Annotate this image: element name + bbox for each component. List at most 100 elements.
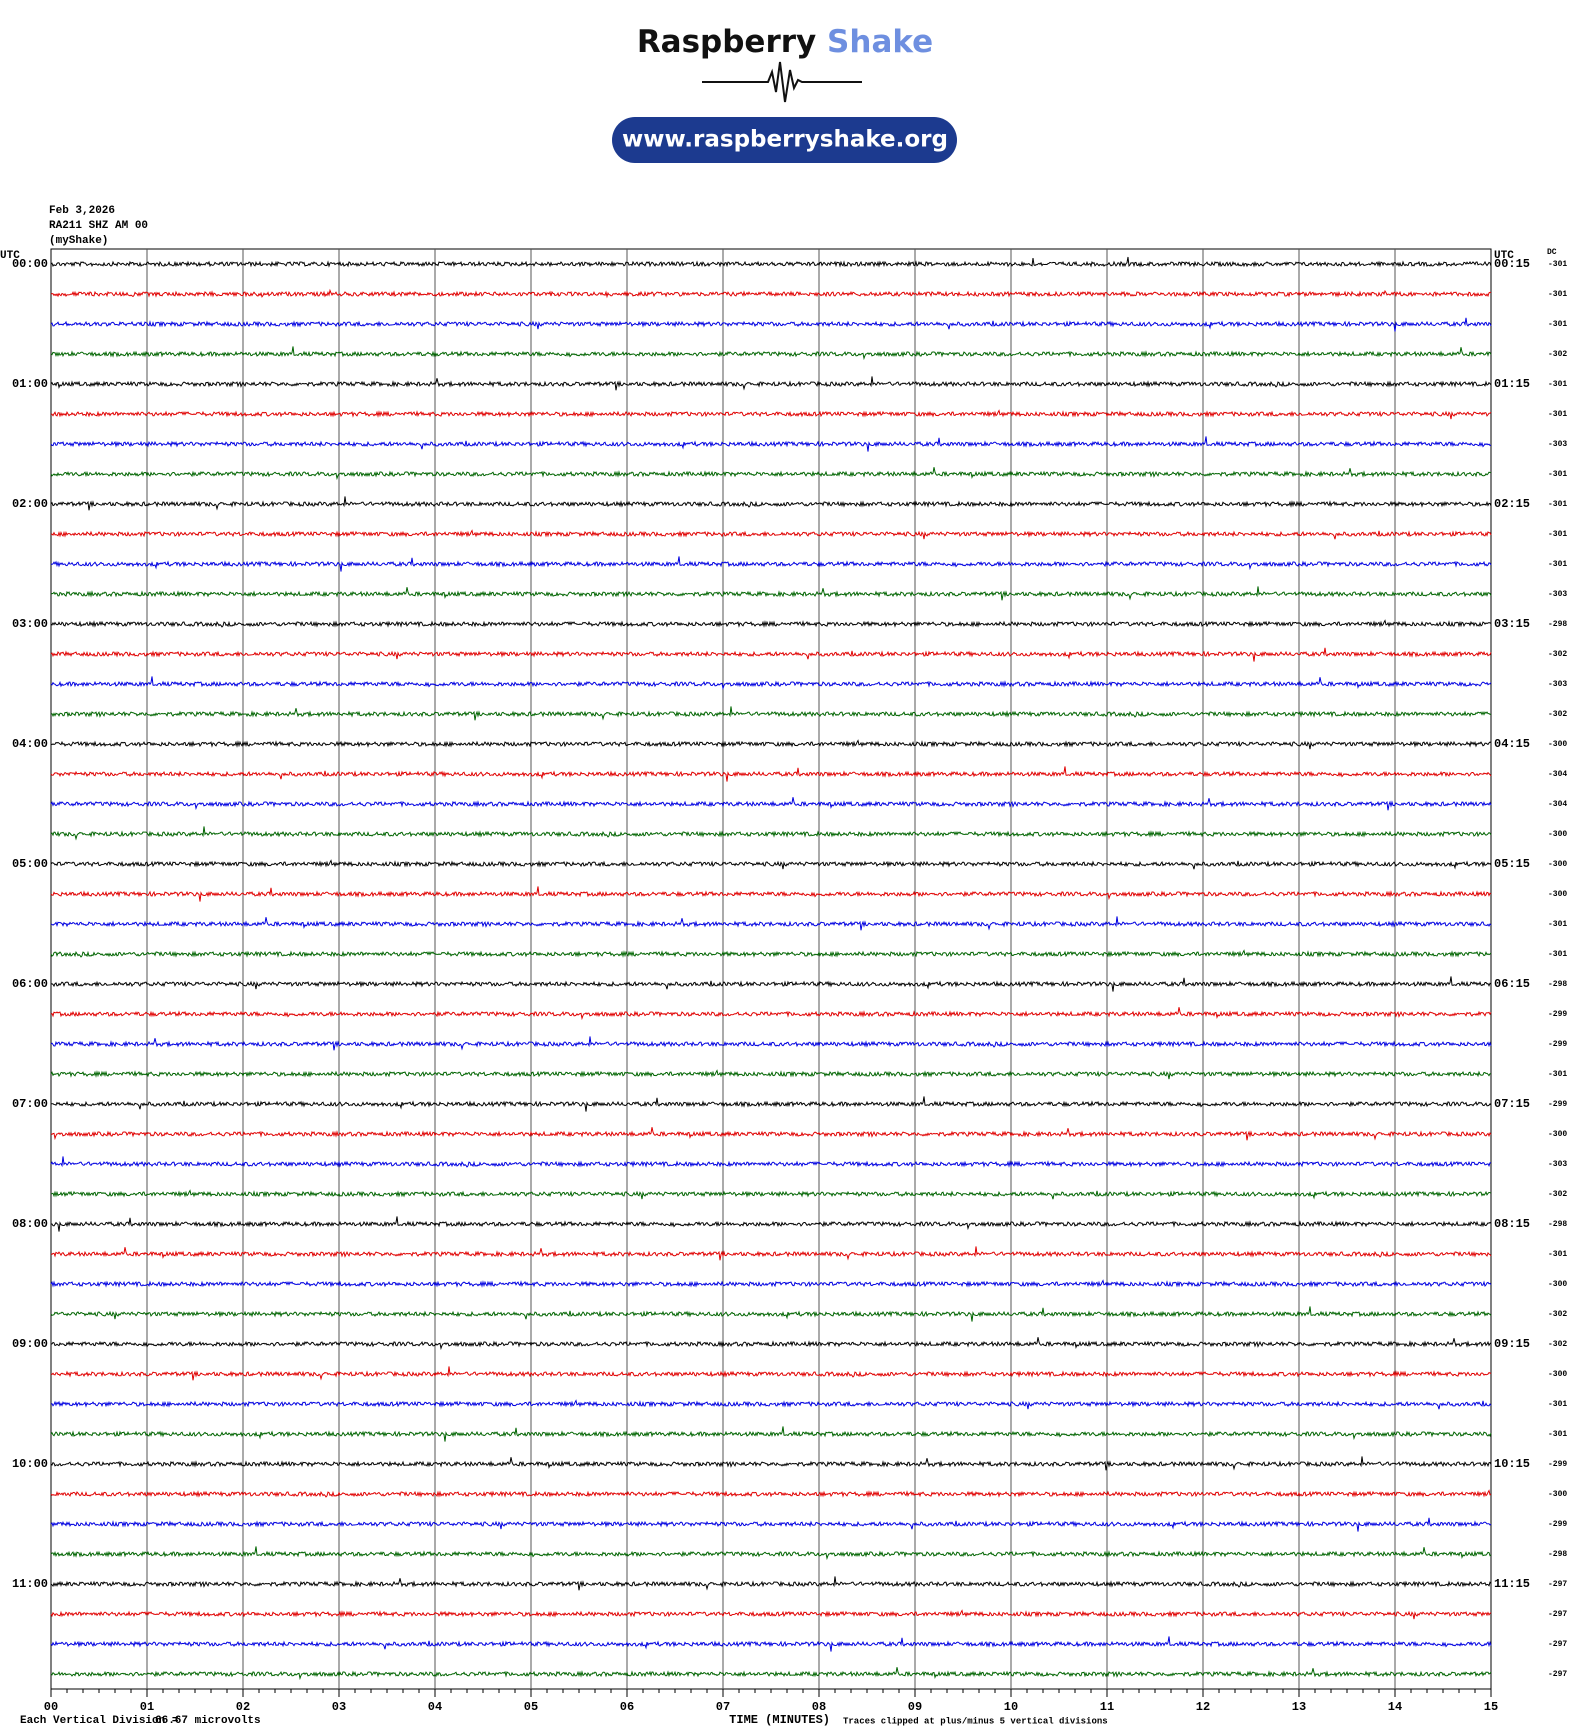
dc-value: -300 [1548,890,1567,899]
dc-value: -301 [1548,260,1567,269]
hour-label-left: 08:00 [12,1217,48,1231]
seismic-trace [50,1609,1492,1620]
seismic-trace [50,1426,1492,1442]
x-tick-label: 14 [1388,1700,1402,1714]
hour-label-right: 06:15 [1494,977,1530,991]
dc-value: -303 [1548,680,1567,689]
dc-value: -300 [1548,1370,1567,1379]
dc-value: -301 [1548,1400,1567,1409]
hour-label-left: 04:00 [12,737,48,751]
seismic-trace [50,706,1492,721]
date: Feb 3,2026 [49,205,115,217]
clip-note: Traces clipped at plus/minus 5 vertical … [843,1716,1108,1726]
division-value: 66.67 microvolts [155,1715,261,1727]
seismic-trace [50,916,1492,931]
dc-value: -304 [1548,770,1567,779]
dc-value: -302 [1548,1340,1567,1349]
dc-value: -304 [1548,800,1567,809]
dc-value: -300 [1548,860,1567,869]
hour-label-right: 07:15 [1494,1097,1530,1111]
channel: RA211 SHZ AM 00 [49,220,148,232]
seismic-trace [50,976,1492,992]
dc-value: -301 [1548,1250,1567,1259]
hour-label-left: 02:00 [12,497,48,511]
x-tick-label: 12 [1196,1700,1210,1714]
hour-label-right: 04:15 [1494,737,1530,751]
dc-value: -301 [1548,530,1567,539]
seismic-trace [50,1007,1492,1021]
x-tick-label: 11 [1100,1700,1114,1714]
seismic-trace [50,1096,1492,1112]
brand-first: Raspberry [637,24,816,60]
seismic-trace [50,1489,1492,1498]
x-tick-label: 00 [44,1700,58,1714]
hour-label-left: 01:00 [12,377,48,391]
seismic-trace [50,288,1491,299]
hour-label-right: 08:15 [1494,1217,1530,1231]
hour-label-left: 00:00 [12,257,48,271]
seismic-trace [50,1366,1492,1381]
dc-value: -298 [1548,1550,1567,1559]
seismic-trace [50,529,1492,540]
x-tick-label: 01 [140,1700,154,1714]
dc-value: -297 [1548,1610,1567,1619]
dc-value: -303 [1548,1160,1567,1169]
seismic-trace [50,1636,1492,1652]
seismic-trace [50,859,1492,870]
hour-label-left: 10:00 [12,1457,48,1471]
seismic-trace [50,1246,1492,1261]
dc-value: -299 [1548,1520,1567,1529]
x-tick-label: 15 [1484,1700,1498,1714]
hour-label-left: 03:00 [12,617,48,631]
x-tick-label: 07 [716,1700,730,1714]
hour-label-left: 06:00 [12,977,48,991]
x-tick-label: 03 [332,1700,346,1714]
dc-value: -301 [1548,320,1567,329]
plot-frame [50,248,1492,1690]
right-axis-title: UTC [1494,250,1514,262]
seismic-trace [50,1576,1492,1591]
seismic-trace [50,826,1492,841]
division-label: Each Vertical Division = [20,1715,179,1727]
seismic-trace [50,317,1492,332]
dc-value: -302 [1548,1190,1567,1199]
dc-value: -300 [1548,740,1567,749]
dc-value: -300 [1548,830,1567,839]
hour-label-right: 09:15 [1494,1337,1530,1351]
seismic-trace [50,436,1492,452]
url[interactable]: www.raspberryshake.org [622,127,948,153]
seismic-trace [50,647,1492,662]
dc-value: -299 [1548,1460,1567,1469]
hour-label-right: 01:15 [1494,377,1530,391]
dc-value: -303 [1548,440,1567,449]
seismic-trace [50,376,1492,391]
seismic-trace [50,1546,1492,1561]
dc-value: -298 [1548,980,1567,989]
seismic-trace [50,1036,1492,1051]
dc-value: -302 [1548,350,1567,359]
dc-value: -300 [1548,1490,1567,1499]
seismic-trace [51,1216,1492,1232]
dc-value: -299 [1548,1100,1567,1109]
dc-value: -301 [1548,410,1567,419]
hour-label-left: 11:00 [12,1577,48,1591]
dc-value: -297 [1548,1580,1567,1589]
url-pill[interactable] [612,117,957,163]
seismic-trace [50,949,1492,958]
seismic-trace [50,619,1492,628]
hour-label-right: 05:15 [1494,857,1530,871]
hour-label-left: 05:00 [12,857,48,871]
seismic-trace [50,739,1492,750]
hour-label-right: 02:15 [1494,497,1530,511]
hour-label-right: 00:15 [1494,257,1530,271]
seismic-trace [50,886,1492,902]
dc-value: -301 [1548,560,1567,569]
hour-label-right: 11:15 [1494,1577,1530,1591]
dc-value: -301 [1548,1070,1567,1079]
seismic-trace [50,467,1492,481]
seismic-trace [50,797,1492,811]
seismic-trace [50,556,1492,572]
dc-value: -301 [1548,1430,1567,1439]
dc-value: -301 [1548,920,1567,929]
dc-value: -299 [1548,1040,1567,1049]
